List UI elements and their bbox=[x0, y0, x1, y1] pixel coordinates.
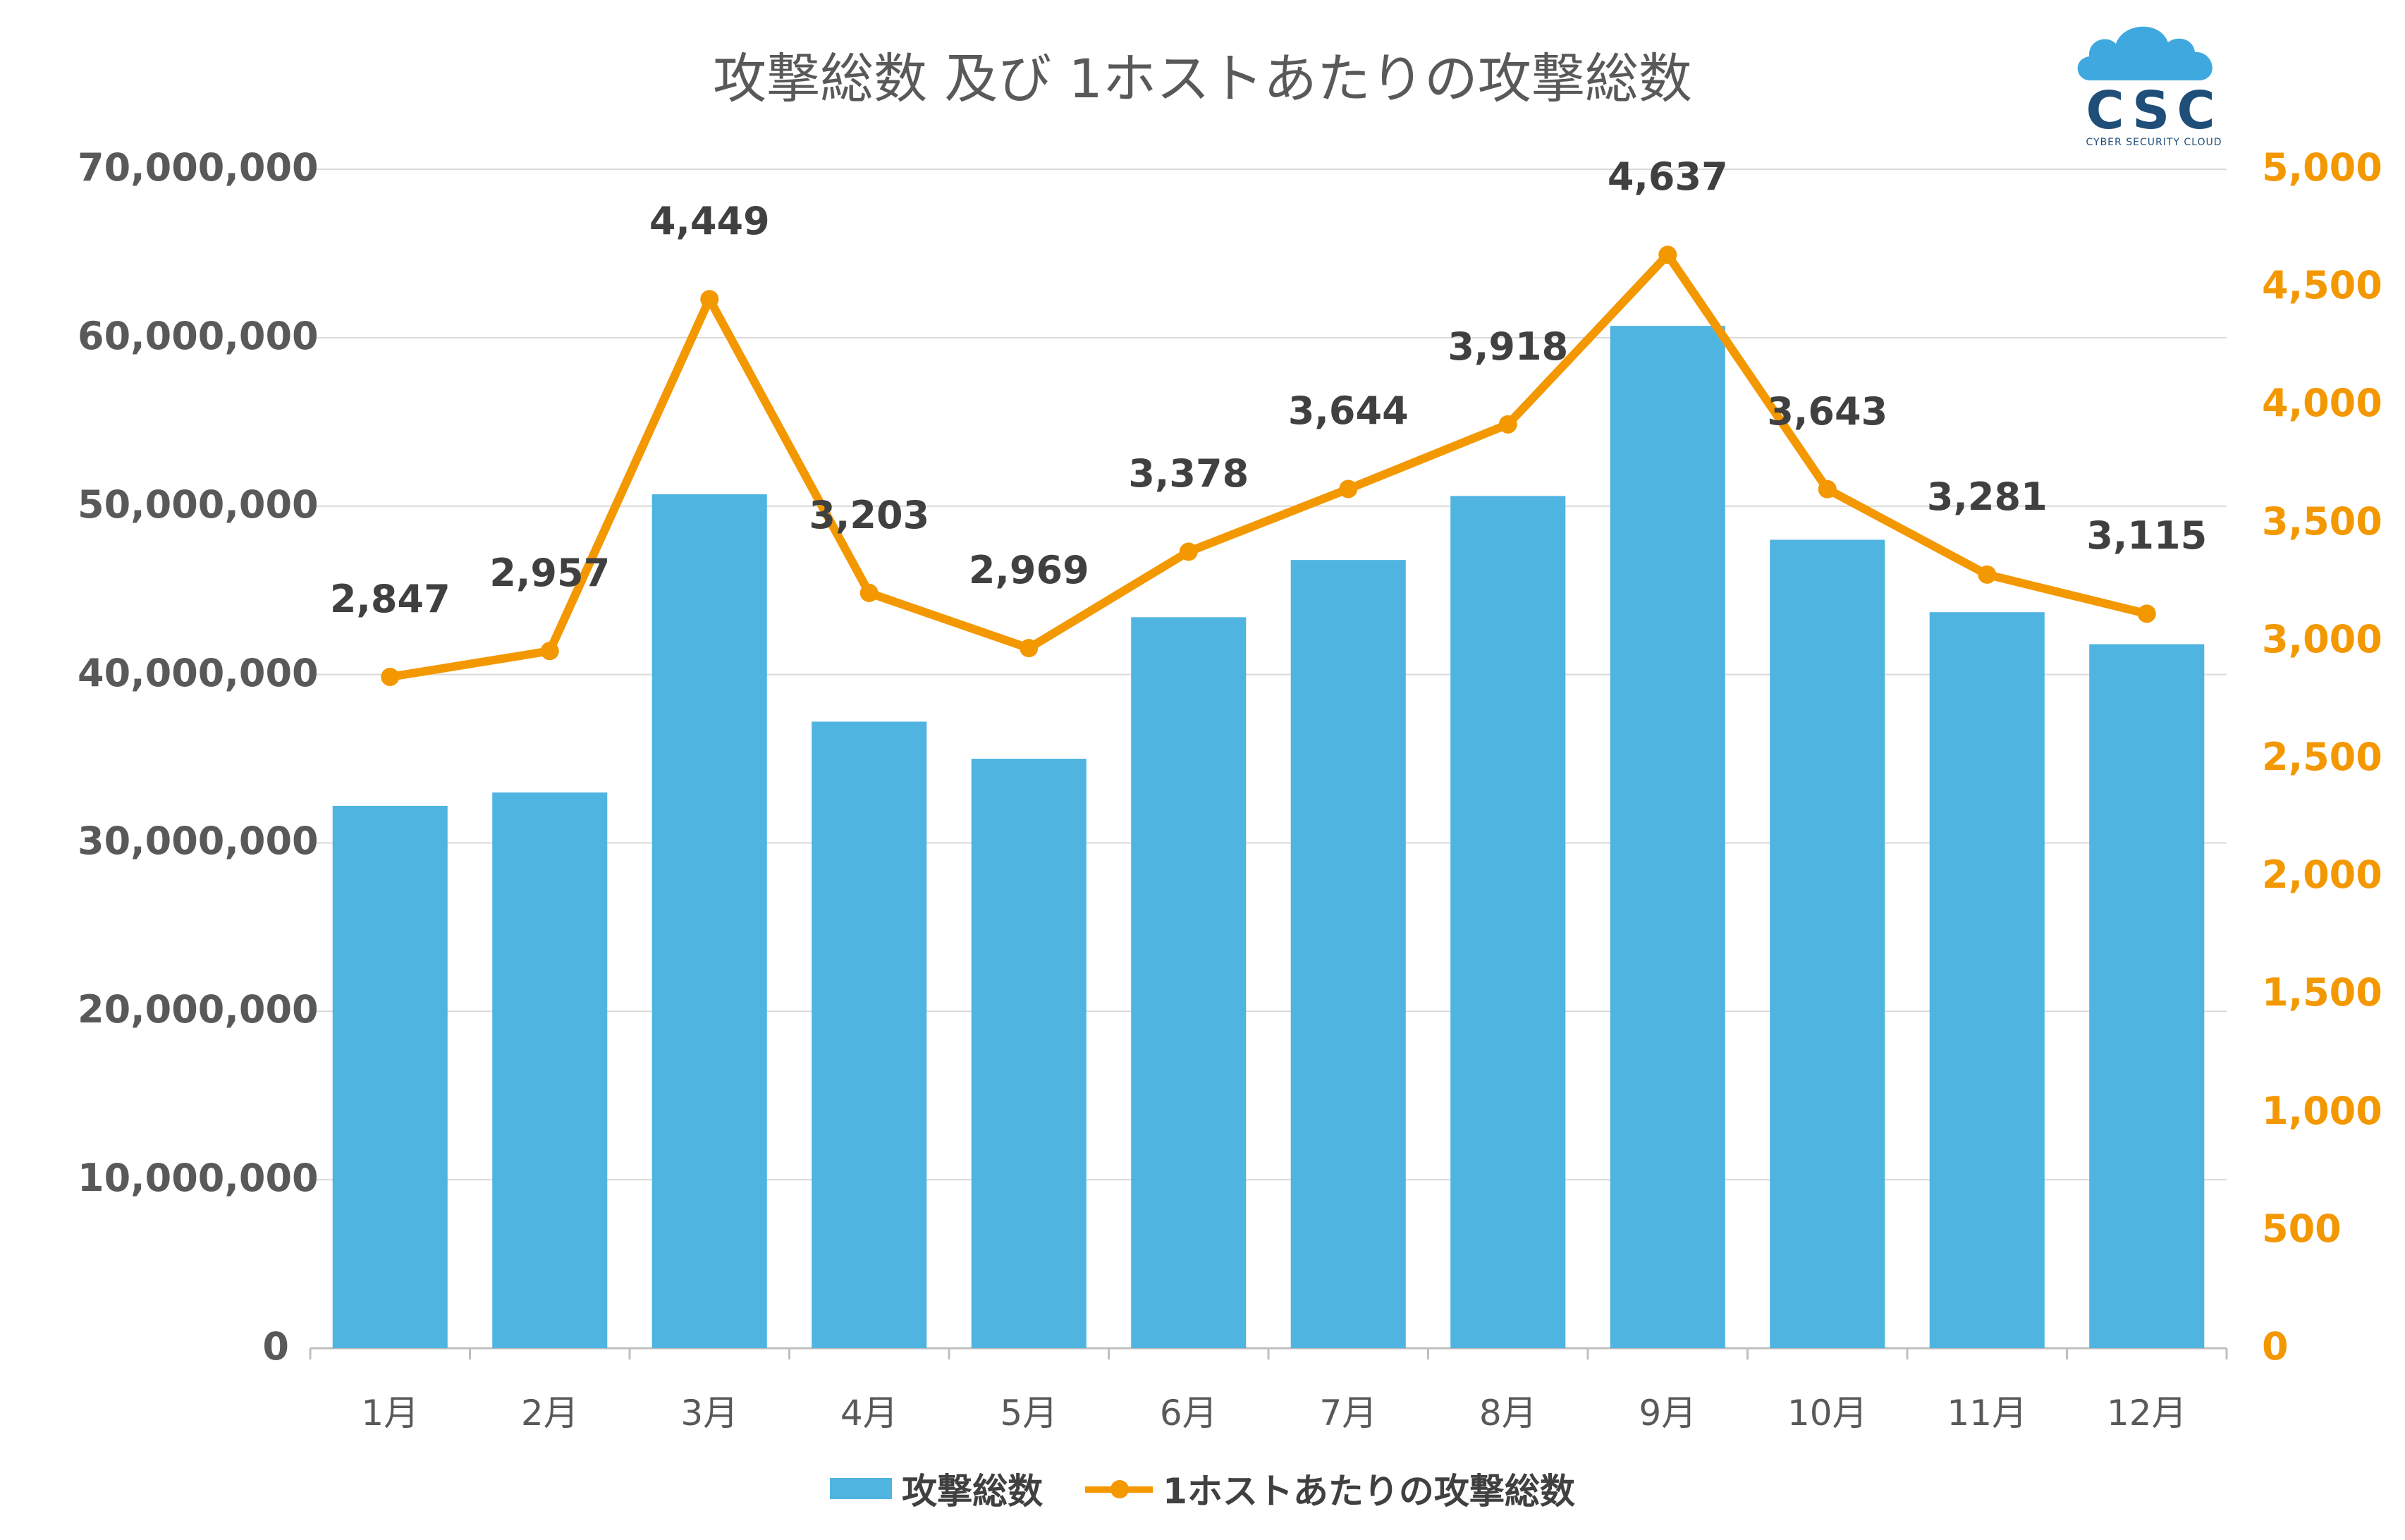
line-series bbox=[381, 245, 2156, 686]
data-label: 3,643 bbox=[1767, 389, 1888, 434]
x-tick-label: 3月 bbox=[680, 1393, 739, 1434]
bar-8 bbox=[1450, 496, 1566, 1349]
legend-swatch-bar bbox=[830, 1478, 893, 1499]
line-point-12 bbox=[2137, 604, 2156, 623]
bar-9 bbox=[1610, 326, 1725, 1348]
line-point-3 bbox=[700, 290, 719, 309]
line-point-4 bbox=[859, 583, 879, 602]
line-point-8 bbox=[1498, 415, 1517, 434]
x-tick-label: 6月 bbox=[1159, 1393, 1218, 1434]
x-tick-label: 2月 bbox=[520, 1393, 579, 1434]
gridlines bbox=[309, 169, 2228, 1359]
csc-logo: CSC CYBER SECURITY CLOUD bbox=[2069, 16, 2239, 149]
bar-6 bbox=[1131, 617, 1247, 1348]
legend-item-bars: 攻撃総数 bbox=[830, 1463, 1043, 1514]
line-point-6 bbox=[1179, 542, 1198, 561]
data-label: 3,115 bbox=[2086, 513, 2208, 558]
y-left-tick-label: 10,000,000 bbox=[78, 1156, 319, 1201]
logo-text: CSC bbox=[2086, 80, 2222, 141]
x-tick-label: 4月 bbox=[840, 1393, 898, 1434]
bar-10 bbox=[1770, 539, 1885, 1348]
line-point-2 bbox=[540, 642, 559, 661]
data-label: 2,957 bbox=[489, 551, 611, 596]
cloud-icon bbox=[2077, 26, 2213, 80]
line-point-5 bbox=[1020, 639, 1039, 658]
x-tick-label: 5月 bbox=[1000, 1393, 1058, 1434]
data-label: 3,918 bbox=[1448, 324, 1569, 369]
bar-3 bbox=[651, 494, 767, 1348]
bar-series bbox=[332, 326, 2205, 1349]
legend: 攻撃総数 1ホストあたりの攻撃総数 bbox=[0, 1463, 2405, 1514]
data-label: 2,847 bbox=[329, 576, 451, 621]
line-point-9 bbox=[1658, 245, 1677, 264]
x-tick-label: 1月 bbox=[361, 1393, 420, 1434]
y-right-tick-label: 1,000 bbox=[2262, 1088, 2382, 1133]
data-label: 2,969 bbox=[968, 548, 1089, 593]
data-label: 3,281 bbox=[1926, 474, 2048, 519]
logo-subtitle: CYBER SECURITY CLOUD bbox=[2086, 137, 2222, 148]
y-right-tick-label: 0 bbox=[2262, 1324, 2289, 1369]
data-label: 3,378 bbox=[1128, 451, 1249, 496]
chart-title: 攻撃総数 及び 1ホストあたりの攻撃総数 bbox=[713, 47, 1692, 110]
y-left-tick-label: 40,000,000 bbox=[78, 650, 319, 695]
legend-item-line: 1ホストあたりの攻撃総数 bbox=[1085, 1463, 1575, 1514]
y-right-tick-label: 5,000 bbox=[2262, 145, 2382, 190]
bar-4 bbox=[812, 721, 927, 1348]
x-tick-label: 11月 bbox=[1947, 1393, 2028, 1434]
y-left-tick-label: 0 bbox=[262, 1324, 289, 1369]
x-tick-label: 7月 bbox=[1319, 1393, 1378, 1434]
bar-5 bbox=[971, 759, 1087, 1348]
data-label: 3,644 bbox=[1287, 389, 1409, 434]
x-tick-label: 9月 bbox=[1639, 1393, 1697, 1434]
data-label: 4,637 bbox=[1607, 154, 1728, 200]
y-right-tick-label: 4,000 bbox=[2262, 381, 2382, 426]
x-tick-label: 12月 bbox=[2106, 1393, 2187, 1434]
y-right-tick-label: 2,500 bbox=[2262, 735, 2382, 779]
data-label: 3,203 bbox=[809, 492, 930, 537]
y-right-tick-label: 500 bbox=[2262, 1206, 2342, 1251]
y-left-tick-label: 50,000,000 bbox=[78, 482, 319, 527]
y-right-tick-label: 4,500 bbox=[2262, 263, 2382, 308]
bar-2 bbox=[492, 792, 608, 1348]
y-left-tick-label: 60,000,000 bbox=[78, 313, 319, 358]
line-point-11 bbox=[1978, 565, 1997, 584]
legend-swatch-line bbox=[1085, 1480, 1153, 1498]
line-path bbox=[389, 250, 2148, 681]
bar-7 bbox=[1290, 560, 1406, 1348]
line-point-10 bbox=[1818, 479, 1837, 499]
y-left-tick-label: 70,000,000 bbox=[78, 145, 319, 190]
line-point-1 bbox=[381, 667, 400, 686]
y-right-tick-label: 2,000 bbox=[2262, 853, 2382, 898]
bar-1 bbox=[332, 805, 448, 1348]
legend-label-line: 1ホストあたりの攻撃総数 bbox=[1163, 1471, 1575, 1512]
data-label: 4,449 bbox=[649, 199, 770, 244]
line-point-7 bbox=[1339, 479, 1358, 499]
x-tick-label: 8月 bbox=[1479, 1393, 1537, 1434]
bar-12 bbox=[2089, 644, 2205, 1348]
y-right-tick-label: 1,500 bbox=[2262, 970, 2382, 1015]
y-right-tick-label: 3,000 bbox=[2262, 616, 2382, 661]
y-right-tick-label: 3,500 bbox=[2262, 499, 2382, 544]
bar-11 bbox=[1929, 612, 2045, 1348]
x-tick-label: 10月 bbox=[1787, 1393, 1868, 1434]
y-left-tick-label: 20,000,000 bbox=[78, 987, 319, 1032]
y-left-tick-label: 30,000,000 bbox=[78, 819, 319, 864]
legend-label-bars: 攻撃総数 bbox=[902, 1471, 1044, 1512]
